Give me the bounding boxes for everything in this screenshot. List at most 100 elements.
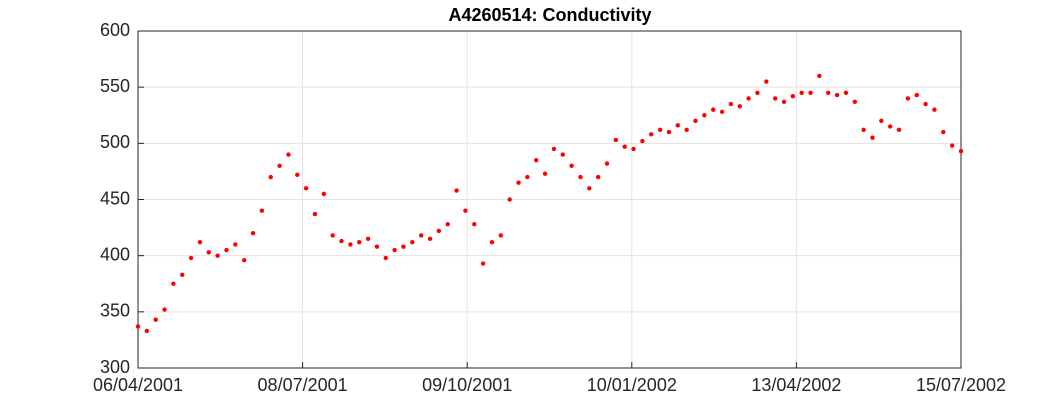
data-point bbox=[348, 242, 353, 247]
data-point bbox=[135, 324, 141, 329]
data-point bbox=[144, 328, 150, 334]
data-point bbox=[357, 239, 362, 245]
data-point bbox=[321, 191, 327, 197]
data-point bbox=[162, 307, 167, 312]
data-point bbox=[569, 163, 574, 168]
data-point bbox=[781, 99, 787, 104]
data-point bbox=[250, 231, 256, 236]
data-point bbox=[941, 129, 946, 135]
data-point bbox=[728, 101, 734, 107]
data-point bbox=[888, 124, 893, 129]
data-point bbox=[923, 101, 928, 107]
data-point bbox=[277, 163, 282, 168]
data-point bbox=[153, 317, 158, 322]
data-point bbox=[905, 96, 911, 101]
data-point bbox=[551, 146, 557, 152]
data-point bbox=[330, 233, 335, 238]
data-point bbox=[817, 73, 822, 79]
data-point bbox=[843, 90, 849, 95]
x-tick-label: 13/04/2002 bbox=[751, 375, 841, 395]
y-tick-label: 350 bbox=[100, 301, 130, 321]
data-point bbox=[613, 137, 619, 143]
data-point bbox=[418, 233, 424, 238]
data-point bbox=[534, 157, 539, 163]
data-point bbox=[808, 90, 813, 95]
data-point bbox=[259, 208, 265, 213]
data-point bbox=[958, 148, 964, 154]
data-point bbox=[666, 129, 672, 135]
data-point bbox=[870, 135, 875, 140]
data-point bbox=[241, 257, 247, 263]
chart-title: A4260514: Conductivity bbox=[448, 5, 651, 25]
data-point bbox=[445, 222, 450, 227]
data-point bbox=[516, 180, 521, 185]
data-point bbox=[498, 233, 504, 238]
x-tick-label: 08/07/2001 bbox=[258, 375, 348, 395]
data-point bbox=[171, 281, 176, 286]
data-point bbox=[489, 239, 495, 245]
data-point bbox=[604, 161, 610, 166]
data-point bbox=[746, 96, 751, 101]
data-point bbox=[622, 144, 627, 149]
data-point bbox=[790, 93, 796, 99]
data-point bbox=[879, 118, 884, 124]
data-point bbox=[480, 261, 486, 266]
data-point bbox=[631, 146, 636, 152]
data-point bbox=[932, 107, 937, 112]
x-tick-label: 15/07/2002 bbox=[916, 375, 1006, 395]
data-point bbox=[595, 174, 601, 180]
data-point bbox=[383, 255, 388, 261]
data-point bbox=[834, 92, 840, 98]
x-tick-label: 10/01/2002 bbox=[587, 375, 677, 395]
data-point bbox=[799, 90, 804, 95]
plot-frame bbox=[137, 30, 962, 369]
data-point bbox=[233, 242, 238, 247]
data-point bbox=[410, 239, 415, 245]
data-point bbox=[268, 174, 273, 180]
data-point bbox=[472, 222, 477, 227]
data-point bbox=[719, 109, 725, 115]
data-point bbox=[949, 143, 955, 148]
data-point bbox=[224, 247, 229, 253]
data-point bbox=[640, 138, 645, 144]
data-point bbox=[578, 174, 583, 180]
y-tick-label: 400 bbox=[100, 244, 130, 264]
data-point bbox=[861, 127, 866, 133]
data-point bbox=[295, 172, 300, 177]
data-point bbox=[560, 152, 565, 157]
y-tick-label: 300 bbox=[100, 357, 130, 377]
data-point bbox=[365, 236, 371, 242]
data-point bbox=[303, 186, 309, 191]
data-point bbox=[755, 90, 760, 95]
y-tick-label: 600 bbox=[100, 20, 130, 40]
data-point bbox=[896, 127, 902, 133]
data-point bbox=[702, 113, 707, 118]
y-tick-label: 550 bbox=[100, 76, 130, 96]
data-point bbox=[339, 238, 344, 244]
data-point bbox=[693, 118, 698, 124]
data-point bbox=[312, 211, 318, 217]
data-point bbox=[711, 107, 716, 112]
data-point bbox=[206, 250, 211, 255]
data-point bbox=[286, 152, 291, 157]
data-point bbox=[215, 253, 220, 258]
data-point bbox=[525, 174, 530, 180]
data-point bbox=[454, 188, 459, 193]
data-point bbox=[657, 127, 663, 133]
x-tick-label: 06/04/2001 bbox=[93, 375, 183, 395]
data-point bbox=[852, 99, 858, 104]
data-point bbox=[587, 186, 592, 191]
data-point bbox=[737, 104, 742, 109]
data-point bbox=[374, 244, 380, 249]
data-point bbox=[436, 228, 442, 234]
data-point bbox=[401, 244, 406, 249]
data-point bbox=[197, 239, 203, 245]
y-tick-label: 500 bbox=[100, 132, 130, 152]
data-point bbox=[914, 92, 919, 98]
x-tick-label: 09/10/2001 bbox=[422, 375, 512, 395]
data-point bbox=[392, 247, 397, 253]
data-point bbox=[507, 197, 512, 202]
data-point bbox=[188, 255, 194, 261]
